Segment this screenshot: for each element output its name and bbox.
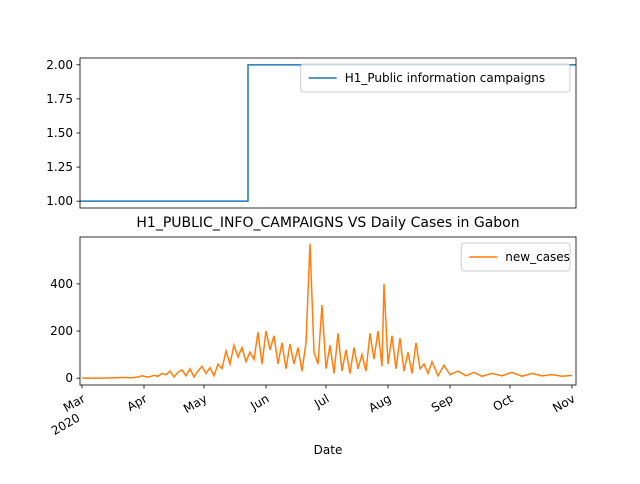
y-tick-label: 1.75	[46, 92, 73, 106]
x-tick-label: Sep	[429, 391, 456, 414]
y-tick-label: 1.50	[46, 126, 73, 140]
tick-line: Jul	[311, 391, 331, 411]
tick-line: May	[181, 391, 209, 416]
legend-box	[300, 63, 571, 93]
y-tick-label: 400	[50, 277, 73, 291]
axes-frame	[79, 236, 577, 386]
y-tick-label: 200	[50, 324, 73, 338]
chart-title: H1_PUBLIC_INFO_CAMPAIGNS VS Daily Cases …	[136, 215, 519, 231]
x-tick-label: Jun	[247, 391, 271, 413]
tick-line: Nov	[550, 391, 577, 415]
tick-line: Aug	[366, 391, 393, 415]
tick-line: Apr	[125, 391, 150, 414]
y-tick-label: 1.00	[46, 194, 73, 208]
x-tick-label: Jul	[311, 391, 331, 411]
x-axis-label: Date	[314, 443, 343, 457]
y-tick-label: 0	[65, 371, 73, 385]
y-tick-label: 1.25	[46, 160, 73, 174]
tick-line: Oct	[491, 391, 516, 414]
tick-line: Jun	[247, 391, 271, 413]
x-tick-label: Mar2020	[42, 391, 95, 438]
legend-box	[460, 242, 571, 272]
legend: H1_Public information campaigns	[300, 63, 571, 93]
legend-label: H1_Public information campaigns	[345, 71, 545, 85]
tick-line: 2020	[49, 411, 82, 438]
legend-label: new_cases	[505, 250, 570, 264]
x-tick-label: Oct	[491, 391, 516, 414]
series-line	[82, 243, 573, 379]
x-tick-label: Aug	[366, 391, 393, 415]
x-tick-label: Nov	[550, 391, 577, 415]
x-tick-label: Apr	[125, 391, 150, 414]
legend: new_cases	[460, 242, 571, 272]
tick-line: Sep	[429, 391, 456, 414]
y-tick-label: 2.00	[46, 58, 73, 72]
x-tick-label: May	[181, 391, 209, 416]
